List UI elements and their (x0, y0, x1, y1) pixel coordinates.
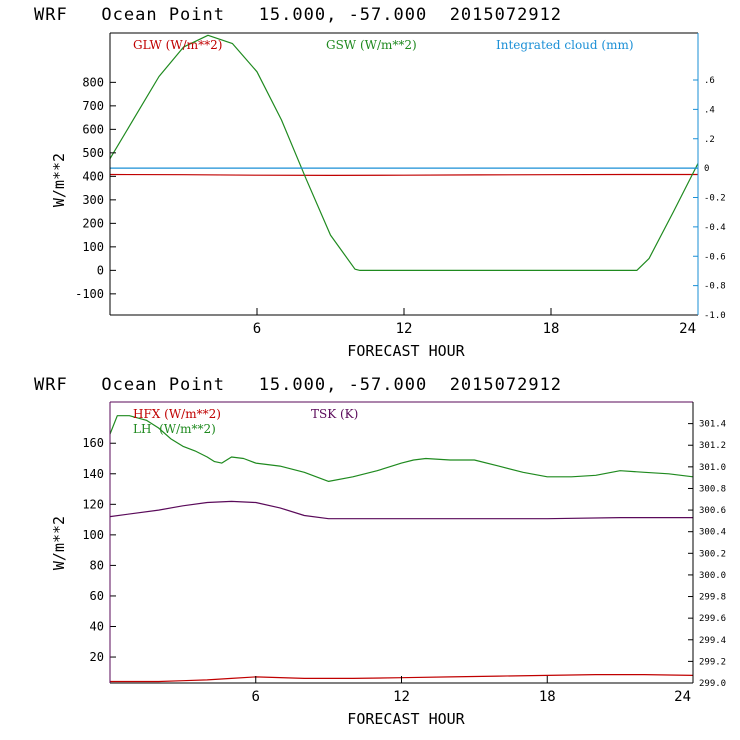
panel-1-y-axis-label: W/m**2 (50, 153, 68, 207)
panel-2-y-axis-label: W/m**2 (50, 516, 68, 570)
panel-2-lines (109, 415, 694, 683)
right-tick-label: 301.2 (699, 441, 726, 451)
panel-1: WRF Ocean Point 15.000, -57.000 20150729… (34, 5, 726, 360)
x-tick-label: 12 (396, 321, 413, 337)
y-tick-label: 700 (82, 99, 104, 113)
legend-hfx: HFX (W/m**2) (133, 407, 221, 421)
right-tick-label: 301.0 (699, 463, 726, 473)
x-tick-label: 18 (539, 689, 556, 705)
panel-1-y-ticks: 800 700 600 500 400 300 200 100 0 -100 (75, 75, 116, 301)
y-tick-label: 20 (90, 650, 104, 664)
y-tick-label: 140 (82, 467, 104, 481)
right-tick-label: 299.6 (699, 614, 726, 624)
right-tick-label: .2 (704, 135, 715, 145)
y-tick-label: -100 (75, 287, 104, 301)
legend-glw: GLW (W/m**2) (133, 38, 222, 52)
series-line-tsk (109, 500, 693, 520)
y-tick-label: 80 (90, 558, 104, 572)
y-tick-label: 160 (82, 436, 104, 450)
right-tick-label: 299.2 (699, 657, 726, 667)
y-tick-label: 100 (82, 528, 104, 542)
panel-2-x-axis-label: FORECAST HOUR (347, 710, 465, 728)
right-tick-label: 299.8 (699, 593, 726, 603)
panel-2-y-ticks: 160 140 120 100 80 60 40 20 (82, 436, 116, 664)
legend-integrated-cloud: Integrated cloud (mm) (496, 38, 634, 52)
y-tick-label: 100 (82, 240, 104, 254)
panel-2-x-ticks: 6 12 18 24 (252, 676, 694, 705)
panel-1-x-axis-label: FORECAST HOUR (347, 342, 465, 360)
legend-lh: LH (W/m**2) (133, 422, 216, 436)
right-tick-label: -0.4 (704, 223, 726, 233)
series-line-gsw (109, 34, 699, 271)
legend-gsw: GSW (W/m**2) (326, 38, 417, 52)
y-tick-label: 120 (82, 497, 104, 511)
right-tick-label: .4 (704, 105, 715, 115)
panel-1-title: WRF Ocean Point 15.000, -57.000 20150729… (34, 5, 562, 25)
y-tick-label: 200 (82, 216, 104, 230)
right-tick-label: 300.0 (699, 571, 726, 581)
right-tick-label: .6 (704, 76, 715, 86)
right-tick-label: 301.4 (699, 420, 726, 430)
series-line-glw (109, 173, 698, 176)
x-tick-label: 6 (252, 689, 260, 705)
panel-1-x-ticks: 6 12 18 24 (253, 308, 699, 337)
right-tick-label: -1.0 (704, 311, 726, 321)
y-tick-label: 400 (82, 169, 104, 183)
right-tick-label: -0.8 (704, 282, 726, 292)
y-tick-label: 500 (82, 146, 104, 160)
y-tick-label: 600 (82, 122, 104, 136)
panel-2-frame (110, 402, 693, 683)
right-tick-label: 300.8 (699, 484, 726, 494)
y-tick-label: 0 (97, 263, 104, 277)
legend-tsk: TSK (K) (311, 407, 358, 421)
series-line-hfx (110, 673, 694, 683)
y-tick-label: 800 (82, 75, 104, 89)
right-tick-label: -0.2 (704, 194, 726, 204)
right-tick-label: 299.0 (699, 679, 726, 689)
right-tick-label: 0 (704, 164, 709, 174)
x-tick-label: 6 (253, 321, 261, 337)
right-tick-label: 299.4 (699, 636, 726, 646)
y-tick-label: 300 (82, 193, 104, 207)
panel-2-title: WRF Ocean Point 15.000, -57.000 20150729… (34, 375, 562, 395)
right-tick-label: 300.6 (699, 506, 726, 516)
panel-2-right-ticks: 301.4 301.2 301.0 300.8 300.6 300.4 300.2 300.0… (688, 420, 726, 689)
y-tick-label: 60 (90, 589, 104, 603)
x-tick-label: 24 (674, 689, 691, 705)
right-tick-label: 300.4 (699, 528, 726, 538)
right-tick-label: 300.2 (699, 549, 726, 559)
series-line-lh (109, 415, 694, 482)
right-tick-label: -0.6 (704, 252, 726, 262)
x-tick-label: 24 (679, 321, 696, 337)
panel-2: WRF Ocean Point 15.000, -57.000 20150729… (34, 375, 726, 728)
x-tick-label: 18 (543, 321, 560, 337)
panel-1-lines (109, 34, 699, 271)
y-tick-label: 40 (90, 619, 104, 633)
x-tick-label: 12 (393, 689, 410, 705)
